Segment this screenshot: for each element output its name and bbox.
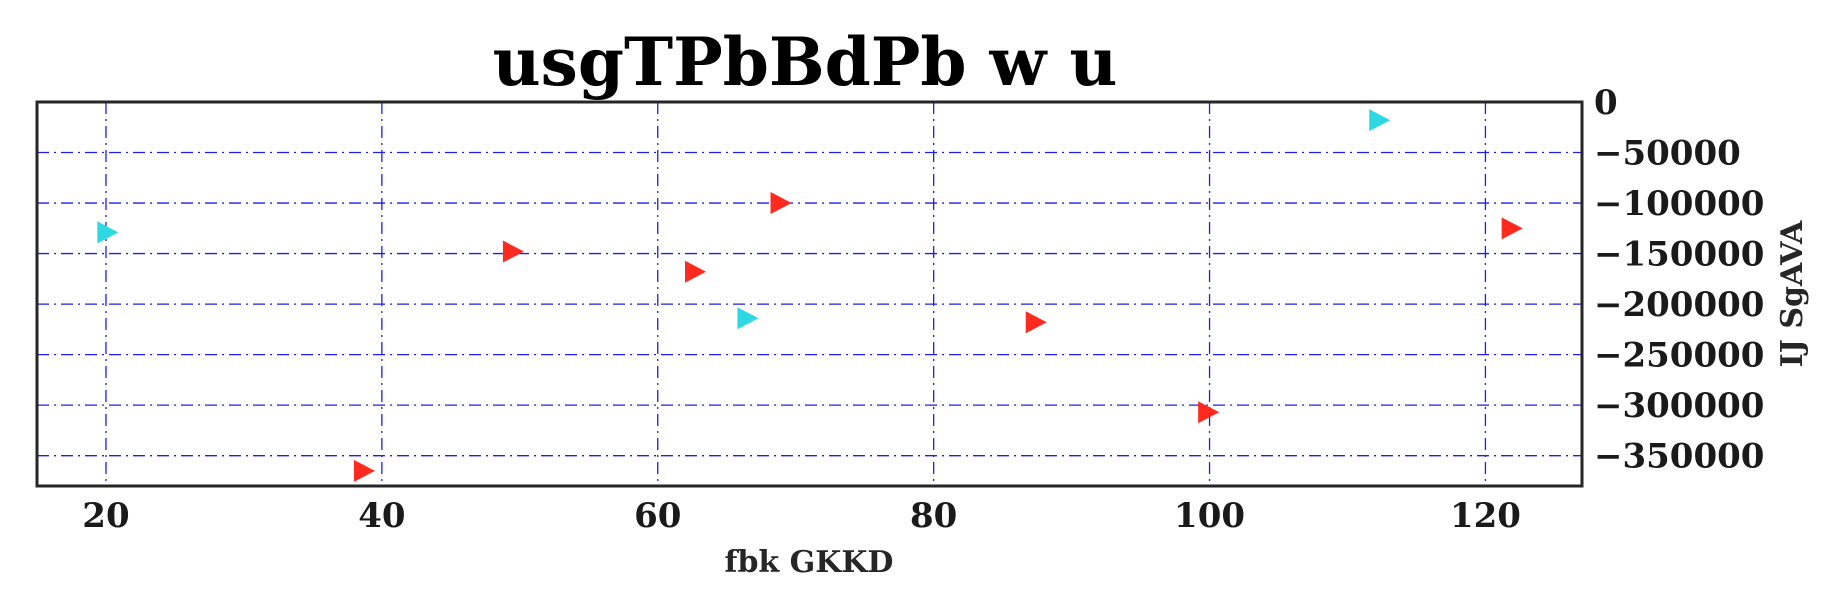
y-tick-label: −200000 [1594,285,1764,325]
y-tick-label: 0 [1594,83,1618,123]
data-point-marker [1025,311,1047,334]
x-tick-label: 40 [358,496,405,536]
x-tick-label: 100 [1174,496,1245,536]
data-points [97,109,1523,482]
data-point-marker [502,240,524,263]
y-tick-label: −50000 [1594,134,1741,174]
data-point-marker [353,459,375,482]
y-tick-label: −100000 [1594,184,1764,224]
y-tick-label: −250000 [1594,336,1764,376]
y-axis-ticks: 0 −50000 −100000 −150000 −200000 −250000 −3000… [1594,83,1764,477]
data-point-marker [1198,401,1220,424]
x-tick-label: 80 [910,496,957,536]
data-point-marker [685,260,707,283]
plot-area-frame [35,100,1584,488]
chart-title: usgTPbBdPb w u [493,23,1118,101]
x-tick-label: 20 [82,496,129,536]
data-point-marker [1369,109,1391,132]
x-tick-label: 60 [634,496,681,536]
data-point-marker [737,307,759,330]
x-axis-label: fbk GKKD [725,545,894,580]
x-tick-label: 120 [1450,496,1521,536]
x-axis-ticks: 20 40 60 80 100 120 [82,496,1521,536]
data-point-marker [770,192,792,215]
grid-lines [37,102,1582,486]
data-point-marker [1501,217,1523,240]
y-tick-label: −350000 [1594,437,1764,477]
data-point-marker [97,221,119,244]
y-tick-label: −150000 [1594,235,1764,275]
y-tick-label: −300000 [1594,386,1764,426]
y-axis-label: IJ SgAVA [1775,220,1810,367]
